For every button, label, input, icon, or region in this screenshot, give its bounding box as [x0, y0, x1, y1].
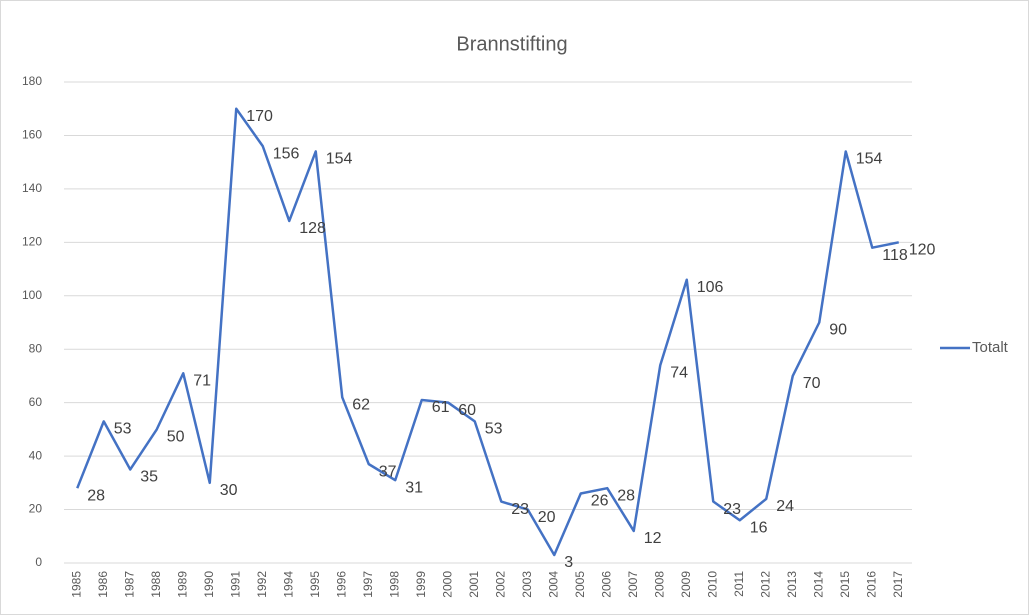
data-label: 170 [246, 108, 273, 125]
y-tick-label: 40 [29, 448, 43, 462]
y-tick-label: 0 [35, 555, 42, 569]
y-tick-label: 120 [22, 235, 42, 249]
y-tick-label: 20 [29, 502, 43, 516]
data-label: 28 [87, 487, 105, 504]
data-label: 3 [564, 554, 573, 571]
data-label: 30 [220, 482, 238, 499]
x-tick-label: 2000 [440, 571, 454, 598]
data-label: 70 [803, 375, 821, 392]
data-label: 35 [140, 469, 158, 486]
data-label: 156 [273, 145, 300, 162]
data-label: 31 [405, 479, 423, 496]
x-tick-label: 1992 [255, 571, 269, 598]
x-tick-label: 2017 [891, 571, 905, 598]
data-label: 28 [617, 487, 635, 504]
x-tick-label: 2013 [785, 571, 799, 598]
x-tick-label: 2005 [573, 571, 587, 598]
x-tick-label: 1990 [202, 571, 216, 598]
x-tick-label: 1988 [149, 571, 163, 598]
y-tick-label: 80 [29, 341, 43, 355]
x-tick-label: 1996 [334, 571, 348, 598]
data-label: 74 [670, 364, 688, 381]
x-tick-label: 2009 [679, 571, 693, 598]
data-label: 106 [697, 279, 724, 296]
data-label: 23 [511, 501, 529, 518]
data-label: 128 [299, 220, 326, 237]
data-label: 53 [485, 421, 503, 438]
data-label: 61 [432, 399, 450, 416]
data-label: 120 [909, 242, 936, 259]
y-tick-label: 160 [22, 128, 42, 142]
x-tick-label: 1991 [228, 571, 242, 598]
x-tick-label: 1995 [308, 571, 322, 598]
x-tick-label: 1994 [281, 571, 295, 598]
x-tick-label: 1997 [361, 571, 375, 598]
x-tick-label: 1985 [69, 571, 83, 598]
data-label: 71 [193, 372, 211, 389]
x-tick-label: 1987 [122, 571, 136, 598]
series-line [76, 107, 899, 557]
x-tick-label: 2011 [732, 571, 746, 597]
data-label: 37 [379, 463, 397, 480]
y-tick-label: 180 [22, 74, 42, 88]
data-label: 62 [352, 397, 370, 414]
data-label: 26 [591, 493, 609, 510]
data-label: 50 [167, 429, 185, 446]
data-label: 53 [114, 421, 132, 438]
x-tick-label: 2016 [864, 571, 878, 598]
data-label: 154 [856, 151, 883, 168]
legend-label: Totalt [972, 339, 1009, 356]
x-tick-label: 2008 [652, 571, 666, 598]
data-label: 24 [776, 498, 794, 515]
x-tick-label: 2006 [599, 571, 613, 598]
x-tick-label: 1999 [414, 571, 428, 598]
x-tick-label: 2001 [467, 571, 481, 598]
data-label: 12 [644, 530, 662, 547]
x-tick-label: 2010 [705, 571, 719, 598]
data-label: 60 [458, 402, 476, 419]
y-tick-label: 140 [22, 181, 42, 195]
data-label: 90 [829, 322, 847, 339]
chart-title: Brannstifting [456, 33, 567, 55]
data-label: 16 [750, 519, 768, 536]
data-label: 23 [723, 501, 741, 518]
y-tick-label: 100 [22, 288, 42, 302]
data-label: 118 [882, 247, 908, 264]
x-tick-label: 2002 [493, 571, 507, 598]
x-tick-label: 1998 [387, 571, 401, 598]
x-tick-label: 2004 [546, 571, 560, 598]
data-label: 154 [326, 151, 353, 168]
x-tick-label: 1986 [96, 571, 110, 598]
x-tick-label: 2015 [838, 571, 852, 598]
x-tick-label: 2014 [811, 571, 825, 598]
x-tick-label: 2007 [626, 571, 640, 598]
data-label: 20 [538, 509, 556, 526]
y-tick-label: 60 [29, 395, 43, 409]
x-tick-label: 2012 [758, 571, 772, 598]
x-tick-label: 2003 [520, 571, 534, 598]
x-tick-label: 1989 [175, 571, 189, 598]
